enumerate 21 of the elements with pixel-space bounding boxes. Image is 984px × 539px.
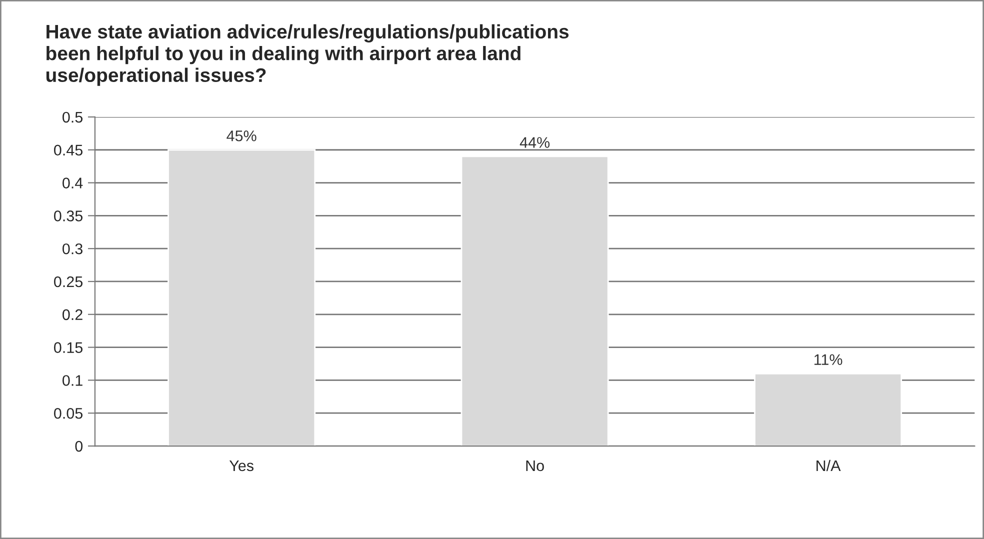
y-tick-label: 0.5: [62, 112, 83, 123]
data-label: 11%: [814, 354, 842, 365]
x-tick-label: Yes: [229, 460, 254, 472]
data-label: 45%: [226, 130, 256, 142]
data-label: 44%: [520, 137, 550, 148]
y-tick-label: 0.25: [54, 276, 83, 288]
chart-title: Have state aviation advice/rules/regulations/publications been helpful to you in dealing with airport area land use/operational issues?: [46, 24, 569, 86]
bar: [460, 156, 609, 446]
y-tick-label: 0.15: [54, 342, 83, 353]
y-tick-label: 0: [75, 440, 83, 452]
y-tick-label: 0.05: [54, 408, 83, 419]
y-tick-label: 0.2: [62, 309, 82, 320]
y-tick-label: 0.3: [62, 243, 82, 254]
y-tick-label: 0.45: [54, 144, 83, 156]
y-tick-label: 0.35: [54, 210, 83, 222]
bar: [168, 149, 316, 446]
x-tick-label: N/A: [816, 460, 841, 472]
y-tick-label: 0.4: [62, 178, 83, 188]
x-tick-label: No: [526, 460, 544, 472]
bar: [754, 372, 902, 446]
y-tick-label: 0.1: [62, 375, 82, 386]
